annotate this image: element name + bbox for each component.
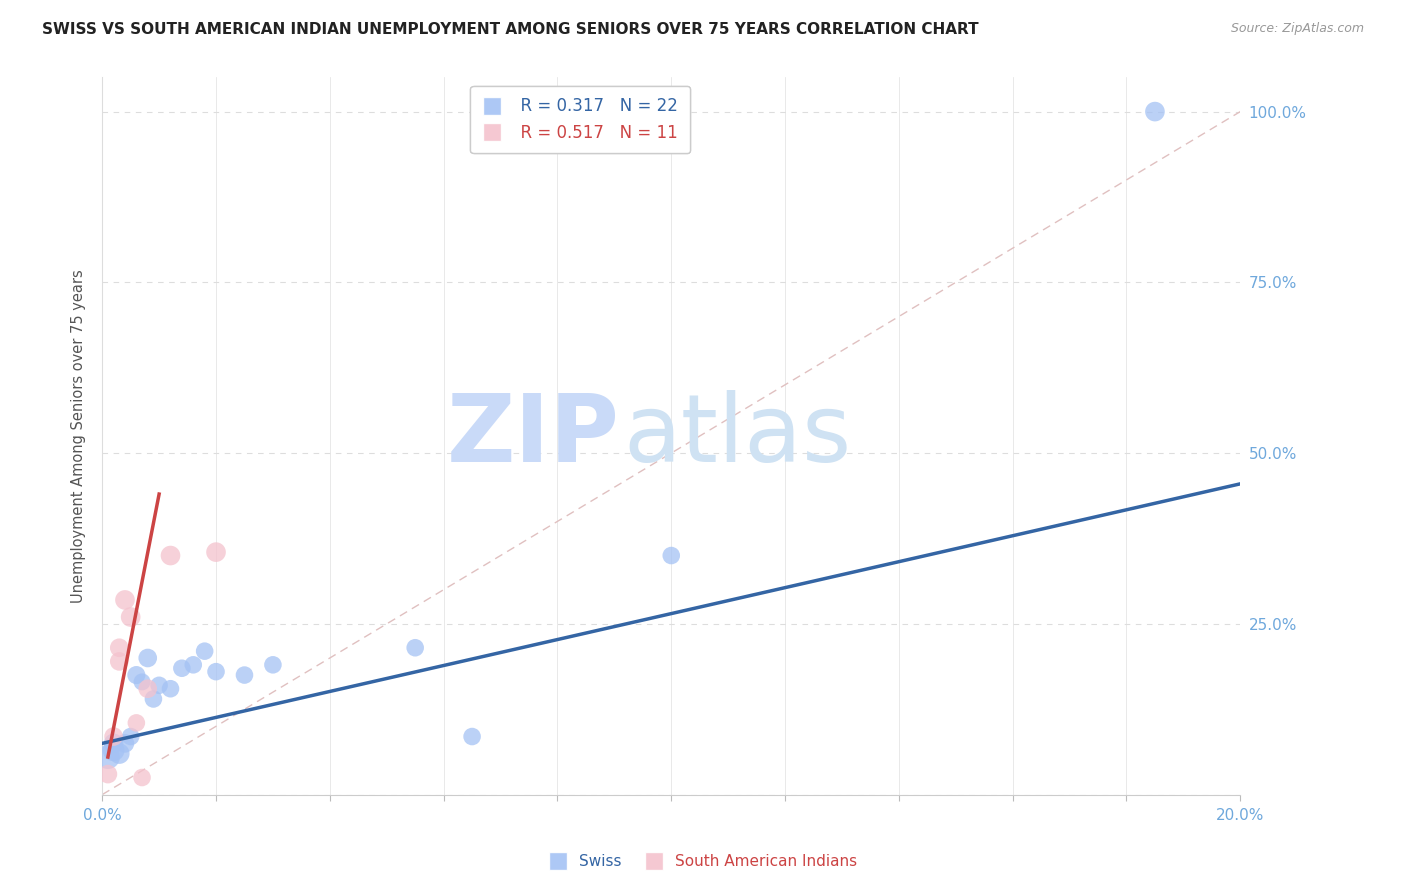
Point	[125, 715, 148, 730]
Point	[108, 640, 131, 655]
Text: ZIP: ZIP	[447, 390, 620, 482]
Point	[97, 750, 120, 764]
Point	[131, 771, 153, 785]
Text: SWISS VS SOUTH AMERICAN INDIAN UNEMPLOYMENT AMONG SENIORS OVER 75 YEARS CORRELAT: SWISS VS SOUTH AMERICAN INDIAN UNEMPLOYM…	[42, 22, 979, 37]
Point	[194, 644, 217, 658]
Point	[181, 657, 204, 672]
Point	[205, 545, 228, 559]
Point	[108, 654, 131, 668]
Point	[120, 730, 142, 744]
Point	[461, 730, 484, 744]
Point	[114, 736, 136, 750]
Point	[108, 747, 131, 761]
Point	[136, 651, 159, 665]
Point	[159, 681, 181, 696]
Point	[97, 767, 120, 781]
Point	[1143, 104, 1166, 119]
Point	[136, 681, 159, 696]
Y-axis label: Unemployment Among Seniors over 75 years: Unemployment Among Seniors over 75 years	[72, 269, 86, 603]
Point	[233, 668, 256, 682]
Text: Source: ZipAtlas.com: Source: ZipAtlas.com	[1230, 22, 1364, 36]
Point	[148, 678, 170, 692]
Point	[131, 674, 153, 689]
Point	[125, 668, 148, 682]
Point	[103, 743, 125, 757]
Point	[142, 692, 165, 706]
Legend: Swiss, South American Indians: Swiss, South American Indians	[543, 848, 863, 875]
Point	[262, 657, 284, 672]
Legend:   R = 0.317   N = 22,   R = 0.517   N = 11: R = 0.317 N = 22, R = 0.517 N = 11	[471, 86, 690, 153]
Point	[103, 736, 125, 750]
Point	[205, 665, 228, 679]
Text: atlas: atlas	[623, 390, 852, 482]
Point	[404, 640, 426, 655]
Point	[659, 549, 682, 563]
Point	[159, 549, 181, 563]
Point	[120, 610, 142, 624]
Point	[114, 593, 136, 607]
Point	[103, 730, 125, 744]
Point	[170, 661, 193, 675]
